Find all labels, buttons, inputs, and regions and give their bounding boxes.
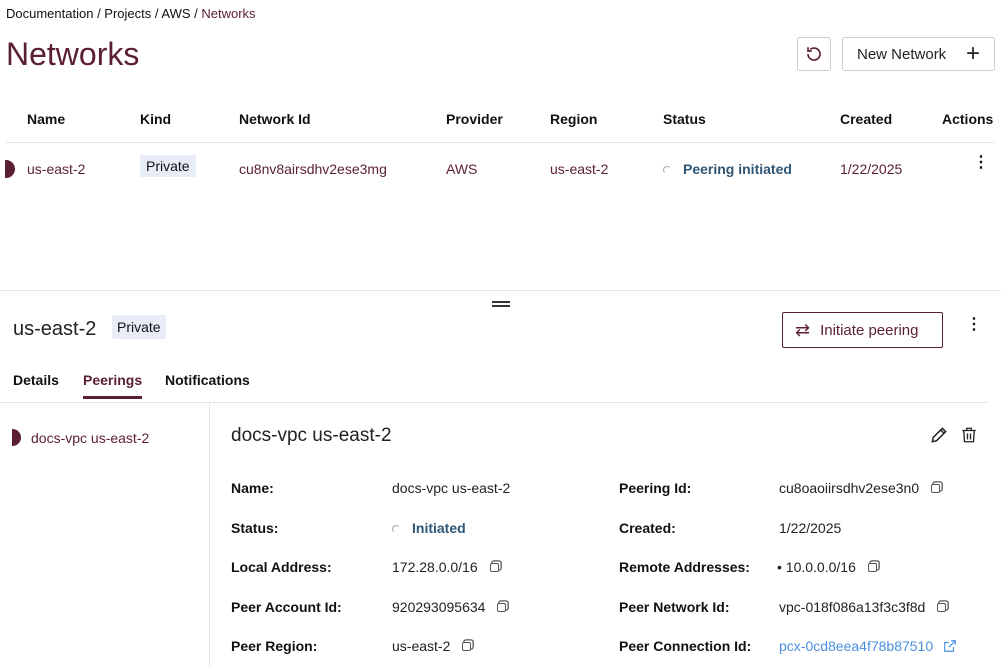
tab-details[interactable]: Details	[13, 372, 59, 388]
refresh-button[interactable]	[797, 37, 831, 71]
value-peer-region: us-east-2	[392, 638, 451, 654]
new-network-button[interactable]: New Network +	[842, 37, 995, 71]
resize-handle[interactable]	[492, 301, 510, 307]
column-header-created[interactable]: Created	[840, 111, 893, 127]
copy-icon[interactable]	[497, 603, 507, 612]
copy-icon[interactable]	[489, 563, 499, 572]
breadcrumb-current: Networks	[201, 6, 256, 21]
page-title: Networks	[6, 36, 140, 72]
bullet-icon: •	[777, 559, 786, 575]
delete-button[interactable]	[960, 425, 978, 448]
breadcrumb-aws[interactable]: AWS	[161, 6, 191, 21]
detail-kind-badge: Private	[112, 315, 166, 339]
swap-arrows-icon: ⇄	[795, 319, 811, 340]
value-local-address: 172.28.0.0/16	[392, 559, 478, 575]
label-peering-id: Peering Id:	[619, 480, 692, 496]
external-link-icon[interactable]	[943, 639, 957, 653]
breadcrumb-documentation[interactable]: Documentation	[6, 6, 94, 21]
label-local-address: Local Address:	[231, 559, 332, 575]
label-peer-connection-id: Peer Connection Id:	[619, 638, 752, 654]
edit-button[interactable]	[929, 425, 949, 448]
peer-connection-link[interactable]: pcx-0cd8eea4f78b87510	[779, 638, 934, 654]
column-header-provider[interactable]: Provider	[446, 111, 503, 127]
pane-divider	[0, 290, 1001, 291]
status-indicator-icon	[5, 160, 15, 178]
copy-icon[interactable]	[462, 642, 472, 651]
tabs-divider	[0, 402, 988, 403]
peering-title: docs-vpc us-east-2	[231, 425, 392, 446]
row-status: Peering initiated	[683, 161, 792, 177]
label-peer-region: Peer Region:	[231, 638, 318, 654]
label-remote-addresses: Remote Addresses:	[619, 559, 750, 575]
row-name[interactable]: us-east-2	[27, 161, 86, 177]
row-provider: AWS	[446, 161, 478, 177]
breadcrumb-projects[interactable]: Projects	[104, 6, 152, 21]
value-peer-account-id: 920293095634	[392, 599, 486, 615]
kind-badge: Private	[140, 155, 196, 177]
header-divider	[6, 142, 995, 143]
value-peer-network-id: vpc-018f086a13f3c3f8d	[779, 599, 926, 615]
column-header-network-id[interactable]: Network Id	[239, 111, 311, 127]
peering-list-name: docs-vpc us-east-2	[31, 430, 150, 446]
refresh-icon	[807, 47, 821, 61]
value-peering-id: cu8oaoiirsdhv2ese3n0	[779, 480, 920, 496]
label-status: Status:	[231, 520, 279, 536]
column-header-name[interactable]: Name	[27, 111, 66, 127]
row-network-id: cu8nv8airsdhv2ese3mg	[239, 161, 387, 177]
column-header-region[interactable]: Region	[550, 111, 598, 127]
detail-title: us-east-2	[13, 318, 97, 340]
breadcrumb-separator: /	[151, 6, 162, 21]
copy-icon[interactable]	[937, 603, 947, 612]
new-network-label: New Network	[857, 45, 947, 63]
list-divider	[209, 403, 210, 666]
initiate-peering-label: Initiate peering	[820, 321, 919, 339]
column-header-actions: Actions	[942, 111, 994, 127]
breadcrumb-separator: /	[190, 6, 202, 21]
tab-notifications[interactable]: Notifications	[165, 372, 250, 388]
value-status: Initiated	[412, 520, 466, 536]
breadcrumb: Documentation / Projects / AWS / Network…	[6, 6, 256, 21]
peering-status-icon	[12, 429, 21, 446]
row-actions-kebab-icon[interactable]: ⋮	[973, 154, 989, 171]
label-created: Created:	[619, 520, 676, 536]
label-peer-account-id: Peer Account Id:	[231, 599, 342, 615]
value-remote-address: 10.0.0.0/16	[785, 559, 856, 575]
value-created: 1/22/2025	[779, 520, 842, 536]
copy-icon[interactable]	[867, 563, 877, 572]
spinner-icon	[392, 525, 400, 533]
pencil-icon	[931, 427, 947, 443]
label-name: Name:	[231, 480, 274, 496]
plus-icon: +	[965, 40, 980, 67]
trash-icon	[962, 427, 976, 443]
label-peer-network-id: Peer Network Id:	[619, 599, 730, 615]
detail-actions-kebab-icon[interactable]: ⋮	[966, 316, 982, 333]
initiate-peering-button[interactable]: ⇄ Initiate peering	[782, 312, 943, 348]
row-region: us-east-2	[550, 161, 609, 177]
spinner-icon	[663, 166, 671, 174]
row-created: 1/22/2025	[840, 161, 903, 177]
column-header-status[interactable]: Status	[663, 111, 706, 127]
copy-icon[interactable]	[931, 484, 941, 493]
value-name: docs-vpc us-east-2	[392, 480, 511, 496]
breadcrumb-separator: /	[93, 6, 105, 21]
tab-peerings[interactable]: Peerings	[83, 372, 143, 399]
column-header-kind[interactable]: Kind	[140, 111, 172, 127]
